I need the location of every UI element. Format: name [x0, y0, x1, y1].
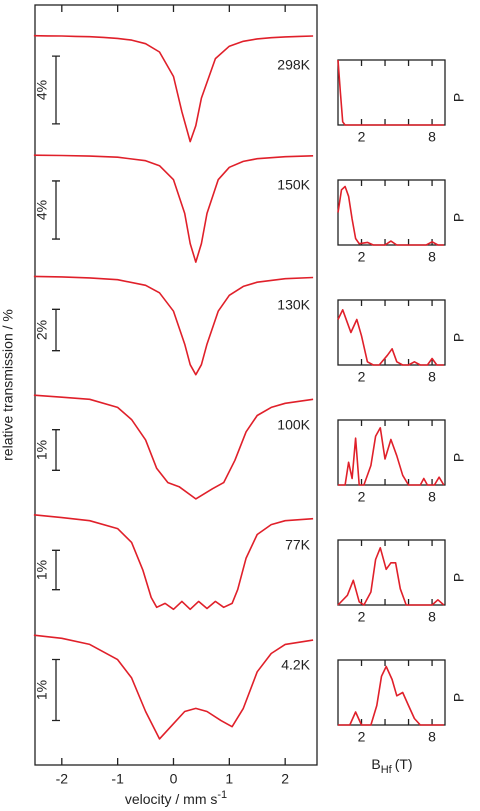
dist-tick-label: 8	[428, 249, 436, 265]
dist-y-label: P	[451, 93, 467, 102]
scale-bar	[52, 308, 60, 352]
field-distribution	[337, 309, 444, 366]
field-distribution	[337, 59, 444, 126]
spectrum-fit	[33, 634, 314, 740]
spectrum-fit	[33, 394, 314, 500]
scale-bar	[52, 658, 60, 722]
dist-y-label: P	[451, 213, 467, 222]
field-distribution	[337, 547, 445, 606]
dist-tick-label: 2	[358, 489, 366, 505]
dist-x-label-b: B	[371, 756, 380, 772]
temperature-label: 100K	[277, 417, 310, 433]
dist-tick-label: 8	[428, 609, 436, 625]
spectrum-fit	[33, 514, 314, 611]
distribution-frame	[337, 179, 446, 246]
scale-label: 1%	[34, 680, 50, 700]
dist-y-label: P	[451, 333, 467, 342]
dist-y-label: P	[451, 573, 467, 582]
distribution-frame	[337, 539, 446, 606]
x-tick-label: 0	[170, 771, 178, 787]
scale-label: 4%	[34, 80, 50, 100]
distribution-frame	[337, 419, 446, 486]
x-tick-label: -2	[56, 771, 69, 787]
temperature-label: 4.2K	[281, 657, 310, 673]
dist-tick-label: 2	[358, 609, 366, 625]
spectrum-fit	[33, 154, 314, 263]
dist-x-label-sub: Hf	[381, 764, 393, 776]
scale-label: 4%	[34, 200, 50, 220]
dist-tick-label: 8	[428, 369, 436, 385]
dist-tick-label: 2	[358, 729, 366, 745]
scale-bar	[52, 549, 60, 591]
x-axis-label: velocity / mm s-1	[125, 789, 227, 807]
dist-tick-label: 2	[358, 249, 366, 265]
x-label-text: velocity / mm s	[125, 791, 218, 807]
dist-y-label: P	[451, 693, 467, 702]
scale-label: 2%	[34, 320, 50, 340]
distribution-frame	[337, 659, 446, 726]
dist-tick-label: 2	[358, 369, 366, 385]
distribution-frame	[337, 59, 446, 126]
scale-bar	[52, 55, 60, 125]
scale-label: 1%	[34, 560, 50, 580]
x-tick-label: 2	[281, 771, 289, 787]
dist-tick-label: 2	[358, 129, 366, 145]
dist-tick-label: 8	[428, 729, 436, 745]
spectra-frame	[34, 4, 318, 766]
temperature-label: 150K	[277, 177, 310, 193]
y-axis-label: relative transmission / %	[0, 309, 16, 461]
dist-y-label: P	[451, 453, 467, 462]
field-distribution	[338, 427, 445, 486]
temperature-label: 298K	[277, 57, 310, 73]
scale-label: 1%	[34, 440, 50, 460]
x-label-sup: -1	[217, 789, 227, 801]
temperature-label: 130K	[277, 297, 310, 313]
dist-x-label-unit: (T)	[395, 756, 413, 772]
field-distribution	[337, 185, 444, 246]
spectrum-fit	[33, 34, 314, 143]
scale-bar	[52, 180, 60, 240]
distribution-frame	[337, 299, 446, 366]
x-tick-label: 1	[225, 771, 233, 787]
dist-x-label: BHf (T)	[371, 756, 412, 776]
scale-bar	[52, 429, 60, 471]
spectrum-fit	[33, 275, 314, 376]
dist-tick-label: 8	[428, 129, 436, 145]
temperature-label: 77K	[285, 537, 311, 553]
field-distribution	[338, 665, 444, 726]
x-tick-label: -1	[111, 771, 124, 787]
dist-tick-label: 8	[428, 489, 436, 505]
